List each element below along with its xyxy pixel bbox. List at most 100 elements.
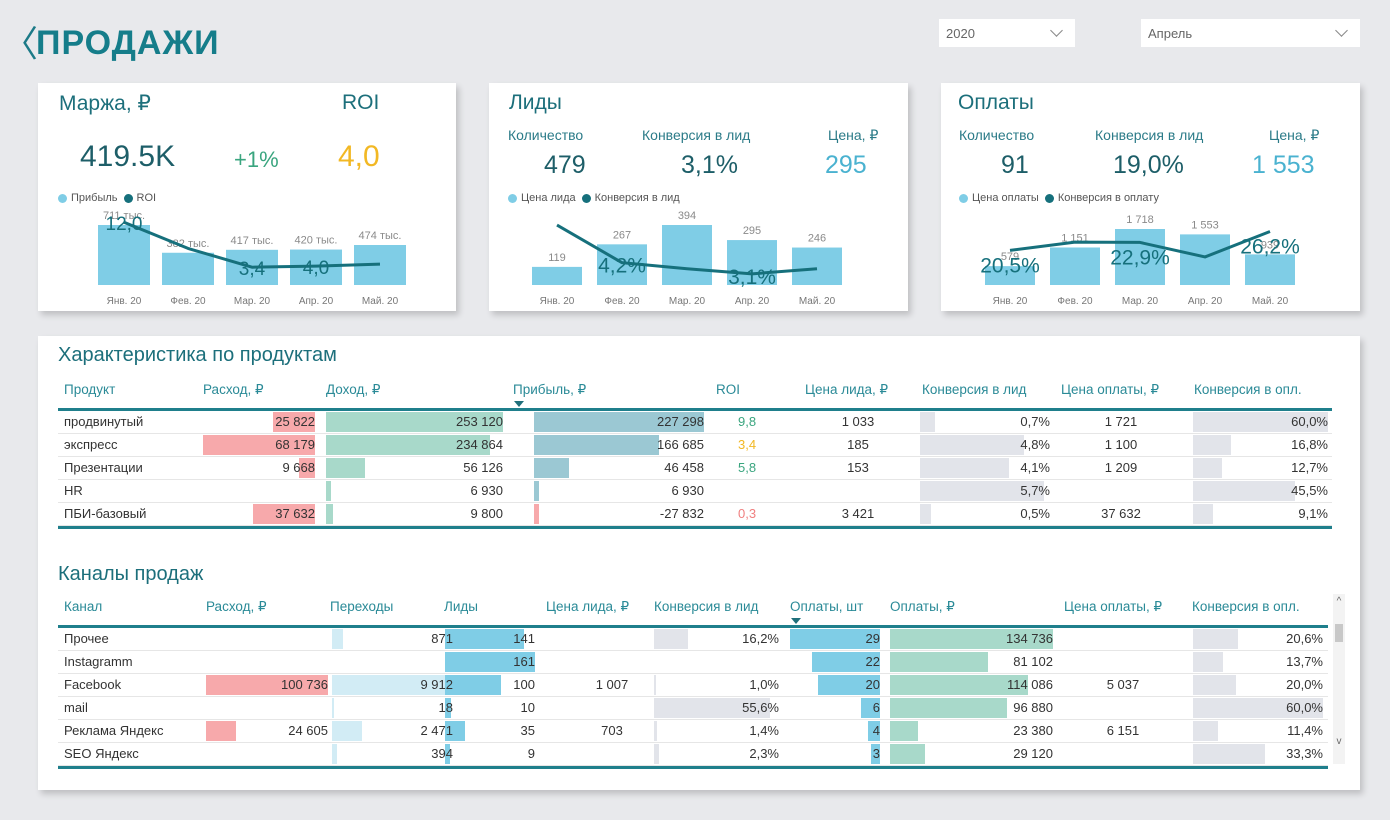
column-header-lead-price[interactable]: Цена лида, ₽ bbox=[805, 382, 889, 397]
legend-dot-profit bbox=[58, 193, 67, 203]
table-row[interactable]: SEO Яндекс 394 9 2,3% 3 29 120 33,3% bbox=[58, 743, 1328, 766]
cell-value: 81 102 bbox=[1013, 654, 1053, 669]
cell-value: 114 086 bbox=[1006, 677, 1053, 692]
data-bar bbox=[817, 675, 880, 695]
cell-clicks: 871 bbox=[332, 628, 453, 650]
cell-profit: 227 298 bbox=[534, 411, 704, 433]
cell-lead-price: 1 033 bbox=[798, 411, 918, 433]
column-header-expense[interactable]: Расход, ₽ bbox=[203, 382, 264, 397]
data-bar bbox=[332, 744, 337, 764]
back-chevron-icon[interactable]: 〈 bbox=[2, 23, 39, 64]
margin-legend: Прибыль ROI bbox=[58, 192, 156, 204]
footer-divider bbox=[58, 526, 1332, 529]
x-tick-label: Апр. 20 bbox=[735, 296, 770, 307]
table-row[interactable]: Прочее 871 141 16,2% 29 134 736 20,6% bbox=[58, 628, 1328, 651]
column-header-roi[interactable]: ROI bbox=[716, 382, 741, 397]
roi-title: ROI bbox=[342, 91, 380, 114]
cell-expense bbox=[206, 743, 328, 765]
table-row[interactable]: ПБИ-базовый 37 632 9 800 -27 832 0,3 3 421 0,5… bbox=[58, 503, 1332, 526]
cell-pay-price: 5 037 bbox=[1058, 674, 1188, 696]
bar-3 bbox=[1180, 234, 1230, 285]
table-row[interactable]: mail 18 10 55,6% 6 96 880 60,0% bbox=[58, 697, 1328, 720]
bar-1 bbox=[1050, 247, 1100, 285]
column-header-expense[interactable]: Расход, ₽ bbox=[206, 599, 267, 614]
footer-divider bbox=[58, 766, 1328, 769]
cell-pay-conv: 11,4% bbox=[1193, 720, 1323, 742]
data-bar bbox=[890, 675, 1029, 695]
cell-value: 1 033 bbox=[841, 414, 875, 429]
data-bar bbox=[326, 481, 331, 501]
column-header-leads[interactable]: Лиды bbox=[444, 599, 478, 614]
cell-value: 37 632 bbox=[275, 506, 315, 521]
payments-title: Оплаты bbox=[958, 91, 1034, 114]
cell-value: 20,0% bbox=[1286, 677, 1323, 692]
cell-pay-sum: 134 736 bbox=[890, 628, 1053, 650]
table-row[interactable]: HR 6 930 6 930 5,7% 45,5% bbox=[58, 480, 1332, 503]
column-header-lead-conv[interactable]: Конверсия в лид bbox=[922, 382, 1027, 397]
data-bar bbox=[445, 629, 524, 649]
table-row[interactable]: продвинутый 25 822 253 120 227 298 9,8 1 033 0… bbox=[58, 411, 1332, 434]
scroll-thumb[interactable] bbox=[1335, 624, 1343, 642]
cell-profit: 166 685 bbox=[534, 434, 704, 456]
bar-2 bbox=[1115, 229, 1165, 285]
column-header-pay-price[interactable]: Цена оплаты, ₽ bbox=[1064, 599, 1163, 614]
legend-dot-roi bbox=[123, 193, 133, 203]
column-header-lead-conv[interactable]: Конверсия в лид bbox=[654, 599, 759, 614]
cell-roi: 9,8 bbox=[738, 411, 768, 433]
line-label: 3,1% bbox=[728, 266, 776, 289]
cell-value: 6 930 bbox=[671, 483, 704, 498]
bar-label: 394 bbox=[678, 210, 696, 222]
data-bar bbox=[654, 698, 770, 718]
data-bar bbox=[445, 721, 465, 741]
column-header-lead-price[interactable]: Цена лида, ₽ bbox=[546, 599, 630, 614]
column-header-pay-price[interactable]: Цена оплаты, ₽ bbox=[1061, 382, 1160, 397]
cell-value: 185 bbox=[847, 437, 869, 452]
column-header-pay-conv[interactable]: Конверсия в опл. bbox=[1192, 599, 1300, 614]
data-bar bbox=[861, 698, 880, 718]
cell-income: 6 930 bbox=[326, 480, 503, 502]
x-tick-label: Фев. 20 bbox=[1057, 296, 1093, 307]
column-header-clicks[interactable]: Переходы bbox=[330, 599, 394, 614]
column-header-pay-sum[interactable]: Оплаты, ₽ bbox=[890, 599, 955, 614]
column-header-income[interactable]: Доход, ₽ bbox=[326, 382, 381, 397]
table-row[interactable]: Реклама Яндекс 24 605 2 471 35 703 1,4% 4 23 38… bbox=[58, 720, 1328, 743]
bar-0 bbox=[532, 266, 582, 285]
cell-lead-conv: 55,6% bbox=[654, 697, 779, 719]
table-row[interactable]: экспресс 68 179 234 864 166 685 3,4 185 4,8% 1 … bbox=[58, 434, 1332, 457]
line-series bbox=[556, 223, 818, 276]
line-label: 12,0 bbox=[106, 214, 143, 235]
table-row[interactable]: Facebook 100 736 9 912 100 1 007 1,0% 20 114 08… bbox=[58, 674, 1328, 697]
x-tick-label: Апр. 20 bbox=[1188, 296, 1223, 307]
column-header-channel[interactable]: Канал bbox=[64, 599, 103, 614]
column-header-product[interactable]: Продукт bbox=[64, 382, 116, 397]
chevron-up-icon[interactable]: ^ bbox=[1336, 596, 1342, 607]
cell-value: 3 421 bbox=[841, 506, 875, 521]
bar-label: 1 553 bbox=[1191, 219, 1219, 231]
cell-value: экспресс bbox=[64, 437, 118, 452]
cell-leads: 9 bbox=[445, 743, 535, 765]
channels-scrollbar[interactable]: ^ v bbox=[1333, 594, 1345, 764]
column-header-pays[interactable]: Оплаты, шт bbox=[790, 599, 864, 614]
legend-profit: Прибыль bbox=[71, 192, 118, 204]
leads-legend: Цена лида Конверсия в лид bbox=[508, 192, 680, 204]
bar-label: 474 тыс. bbox=[359, 230, 402, 242]
column-header-profit[interactable]: Прибыль, ₽ bbox=[513, 382, 587, 397]
cell-channel: SEO Яндекс bbox=[64, 743, 204, 765]
year-slicer[interactable]: 2020 bbox=[939, 19, 1075, 47]
line-label: 4,2% bbox=[598, 255, 646, 278]
cell-value: 6 930 bbox=[470, 483, 503, 498]
data-bar bbox=[1193, 744, 1266, 764]
table-row[interactable]: Презентации 9 668 56 126 46 458 5,8 153 4,1% 1 … bbox=[58, 457, 1332, 480]
leads-chart: 119 Янв. 20 267 Фев. 20 394 Мар. 20 295 Апр. 20… bbox=[532, 210, 842, 307]
bar-1 bbox=[162, 252, 214, 285]
cell-value: Презентации bbox=[64, 460, 143, 475]
data-bar bbox=[890, 698, 1008, 718]
column-header-pay-conv[interactable]: Конверсия в опл. bbox=[1194, 382, 1302, 397]
header-divider bbox=[58, 625, 1328, 628]
cell-value: 234 864 bbox=[456, 437, 503, 452]
cell-pay-price: 6 151 bbox=[1058, 720, 1188, 742]
x-tick-label: Мар. 20 bbox=[669, 296, 706, 307]
table-row[interactable]: Instagramm 161 22 81 102 13,7% bbox=[58, 651, 1328, 674]
month-slicer[interactable]: Апрель bbox=[1141, 19, 1360, 47]
chevron-down-icon[interactable]: v bbox=[1336, 736, 1342, 747]
